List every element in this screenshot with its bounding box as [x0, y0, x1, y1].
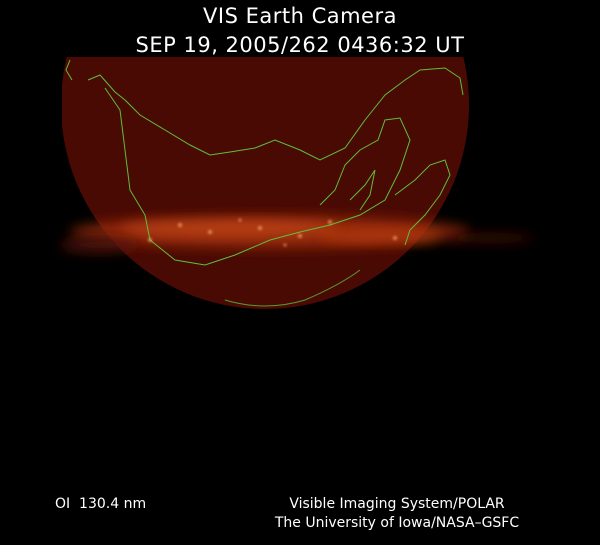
instrument-label: Visible Imaging System/POLAR [289, 496, 505, 512]
emission-speckle [148, 218, 397, 247]
coastlines [65, 59, 464, 307]
title: VIS Earth Camera [203, 4, 397, 28]
credit-label: The University of Iowa/NASA–GSFC [274, 515, 520, 531]
timestamp: SEP 19, 2005/262 0436:32 UT [136, 33, 465, 57]
auroral-oval [60, 216, 535, 253]
filter-label: OI 130.4 nm [55, 496, 146, 512]
